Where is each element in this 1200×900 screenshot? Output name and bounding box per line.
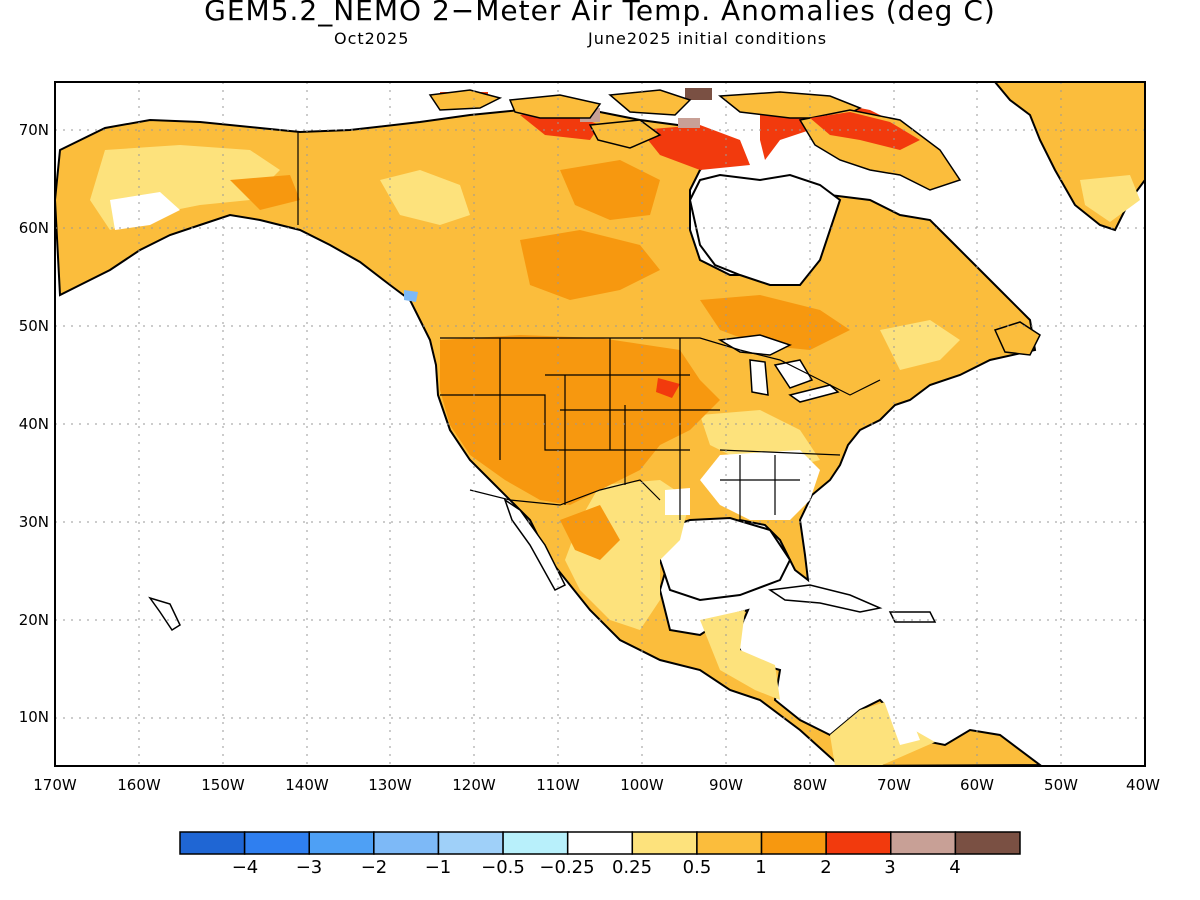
gulf-of-mexico (659, 516, 792, 602)
forecast-month: Oct2025 (334, 29, 410, 48)
lon-label: 110W (536, 776, 580, 794)
colorbar-label: 4 (949, 857, 960, 878)
colorbar-swatch (890, 831, 957, 855)
lat-label: 60N (19, 219, 49, 237)
graticule (55, 82, 1145, 766)
lon-label: 70W (877, 776, 911, 794)
colorbar-swatch (825, 831, 892, 855)
lon-label: 40W (1126, 776, 1160, 794)
lat-label: 20N (19, 611, 49, 629)
lon-label: 150W (201, 776, 245, 794)
colorbar-swatch (373, 831, 440, 855)
lat-label: 70N (19, 121, 49, 139)
lon-label: 90W (709, 776, 743, 794)
map-area (55, 82, 1145, 766)
lat-label: 50N (19, 317, 49, 335)
colorbar-swatch (696, 831, 763, 855)
colorbar-swatch (502, 831, 569, 855)
lat-label: 10N (19, 708, 49, 726)
lat-label: 40N (19, 415, 49, 433)
colorbar-label: −0.5 (481, 857, 525, 878)
colorbar-label: 1 (755, 857, 766, 878)
colorbar-label: −0.25 (539, 857, 594, 878)
lon-label: 100W (620, 776, 664, 794)
lon-label: 170W (33, 776, 77, 794)
lon-label: 140W (285, 776, 329, 794)
colorbar-label: 2 (820, 857, 831, 878)
lon-label: 130W (368, 776, 412, 794)
lon-label: 80W (793, 776, 827, 794)
colorbar-label: −4 (232, 857, 259, 878)
colorbar-label: 0.5 (683, 857, 712, 878)
colorbar-swatch (566, 831, 634, 855)
colorbar-swatch (243, 831, 310, 855)
map-frame (54, 81, 1146, 767)
lon-label: 60W (960, 776, 994, 794)
colorbar-label: −3 (296, 857, 323, 878)
lon-label: 120W (452, 776, 496, 794)
initial-conditions: June2025 initial conditions (588, 29, 828, 48)
colorbar-label: −2 (361, 857, 388, 878)
colorbar-swatch (954, 831, 1021, 855)
colorbar: −4 −3 −2 −1 −0.5 −0.25 0.25 0.5 1 2 3 4 (179, 831, 1021, 878)
colorbar-label: −1 (425, 857, 452, 878)
lon-axis: 170W 160W 150W 140W 130W 120W 110W 100W … (33, 776, 1160, 794)
colorbar-swatch (437, 831, 504, 855)
boundaries (297, 132, 881, 520)
colorbar-label: 0.25 (612, 857, 652, 878)
lon-label: 160W (117, 776, 161, 794)
lat-axis: 10N 20N 30N 40N 50N 60N 70N (19, 121, 49, 726)
colorbar-label: 3 (884, 857, 895, 878)
colorbar-swatch (631, 831, 698, 855)
colorbar-swatch (179, 831, 246, 855)
colorbar-swatch (308, 831, 375, 855)
lon-label: 50W (1044, 776, 1078, 794)
map-title: GEM5.2_NEMO 2−Meter Air Temp. Anomalies … (204, 0, 996, 27)
lat-label: 30N (19, 513, 49, 531)
colorbar-swatch (760, 831, 827, 855)
hudson-bay (688, 173, 842, 286)
